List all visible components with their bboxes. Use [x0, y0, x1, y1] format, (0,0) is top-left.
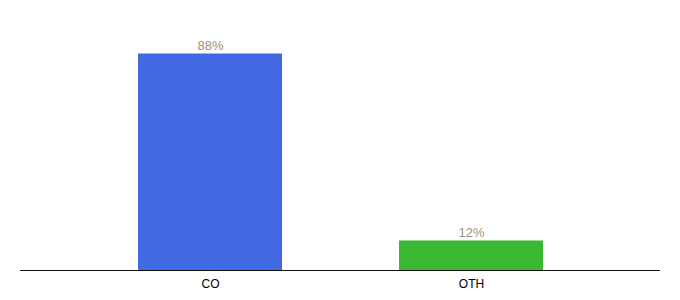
- svg-text:88%: 88%: [197, 38, 223, 53]
- svg-text:OTH: OTH: [459, 277, 484, 291]
- svg-text:CO: CO: [202, 277, 220, 291]
- svg-text:12%: 12%: [458, 225, 484, 240]
